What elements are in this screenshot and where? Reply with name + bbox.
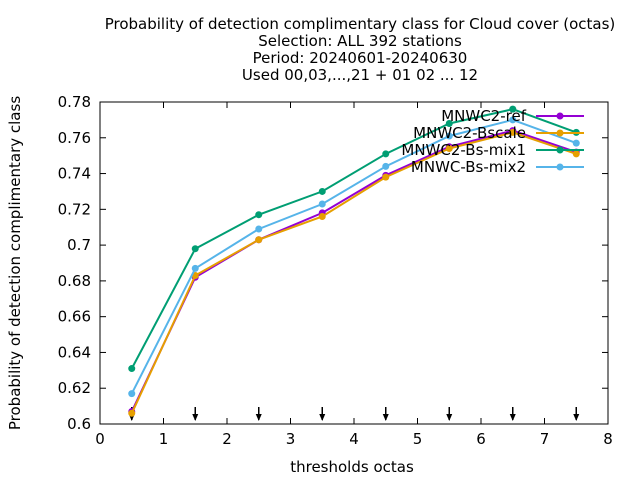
data-point [572, 150, 580, 158]
x-axis-label: thresholds octas [290, 458, 414, 476]
title-line: Probability of detection complimentary c… [104, 15, 616, 33]
threshold-arrow-head [192, 414, 199, 421]
legend-item: MNWC2-Bscale [413, 124, 584, 142]
threshold-arrow [382, 407, 389, 421]
x-tick-label: 1 [159, 430, 169, 448]
x-tick-label: 0 [95, 430, 105, 448]
data-point [191, 245, 199, 253]
x-tick-label: 4 [349, 430, 359, 448]
y-tick-label: 0.62 [58, 379, 91, 397]
legend-item: MNWC-Bs-mix2 [411, 158, 584, 176]
data-point [445, 145, 453, 153]
legend-label: MNWC2-Bs-mix1 [401, 141, 526, 159]
threshold-arrow-head [255, 414, 262, 421]
series-line [130, 108, 577, 369]
series-mnwc2-bscale [128, 128, 580, 417]
data-point [255, 211, 263, 219]
y-tick-label: 0.72 [58, 200, 91, 218]
threshold-arrow-head [382, 414, 389, 421]
data-point [128, 409, 136, 417]
title-line: Selection: ALL 392 stations [258, 32, 462, 50]
y-tick-label: 0.64 [58, 343, 91, 361]
threshold-arrow-head [509, 414, 516, 421]
data-point [318, 187, 326, 195]
y-tick-label: 0.6 [67, 415, 91, 433]
data-point [128, 390, 136, 398]
series-line [130, 131, 577, 414]
series-mnwc-bs-mix2 [128, 116, 580, 398]
data-point [128, 365, 136, 373]
threshold-arrow [573, 407, 580, 421]
legend-label: MNWC-Bs-mix2 [411, 158, 526, 176]
data-point [445, 132, 453, 140]
y-tick-label: 0.68 [58, 272, 91, 290]
x-tick-label: 3 [286, 430, 296, 448]
axes: 0 1 2 3 4 5 6 7 8 0.6 0.62 0.64 0.66 0.68 0.7 0.72 0.74 0… [58, 93, 613, 448]
y-tick-label: 0.76 [58, 129, 91, 147]
data-point [191, 264, 199, 272]
data-point [255, 236, 263, 244]
y-axis-label: Probability of detection complimentary c… [6, 96, 24, 430]
y-tick-label: 0.78 [58, 93, 91, 111]
legend-item: MNWC2-Bs-mix1 [401, 141, 584, 159]
title-line: Used 00,03,...,21 + 01 02 ... 12 [241, 66, 479, 84]
series-line [130, 118, 577, 395]
data-point [445, 119, 453, 127]
data-point [509, 105, 517, 113]
legend-swatch-marker [556, 112, 564, 120]
threshold-arrow-head [573, 414, 580, 421]
x-tick-label: 5 [413, 430, 423, 448]
x-tick-label: 2 [222, 430, 232, 448]
legend-swatch-marker [556, 129, 564, 137]
data-point [382, 150, 390, 158]
title-line: Period: 20240601-20240630 [252, 49, 468, 67]
threshold-arrow [192, 407, 199, 421]
data-point [509, 116, 517, 124]
legend-item: MNWC2-ref [441, 107, 584, 125]
threshold-arrow [509, 407, 516, 421]
x-tick-label: 7 [540, 430, 550, 448]
data-point [255, 225, 263, 233]
series-line [130, 129, 577, 412]
y-tick-label: 0.74 [58, 165, 91, 183]
threshold-arrow [319, 407, 326, 421]
data-point [382, 162, 390, 170]
legend-swatch-marker [556, 163, 564, 171]
data-point [382, 173, 390, 181]
threshold-arrow [446, 407, 453, 421]
data-point [318, 212, 326, 220]
legend-label: MNWC2-Bscale [413, 124, 526, 142]
x-tick-label: 8 [603, 430, 613, 448]
legend-swatch-marker [556, 146, 564, 154]
threshold-arrow-head [446, 414, 453, 421]
plot-frame [99, 101, 609, 425]
y-tick-label: 0.66 [58, 308, 91, 326]
x-tick-label: 6 [476, 430, 486, 448]
data-point [318, 200, 326, 208]
threshold-arrow [255, 407, 262, 421]
y-tick-label: 0.7 [67, 236, 91, 254]
legend-label: MNWC2-ref [441, 107, 526, 125]
data-point [509, 128, 517, 136]
threshold-arrow-head [319, 414, 326, 421]
data-point [572, 139, 580, 147]
legend: MNWC2-refMNWC2-BscaleMNWC2-Bs-mix1MNWC-B… [401, 107, 584, 176]
